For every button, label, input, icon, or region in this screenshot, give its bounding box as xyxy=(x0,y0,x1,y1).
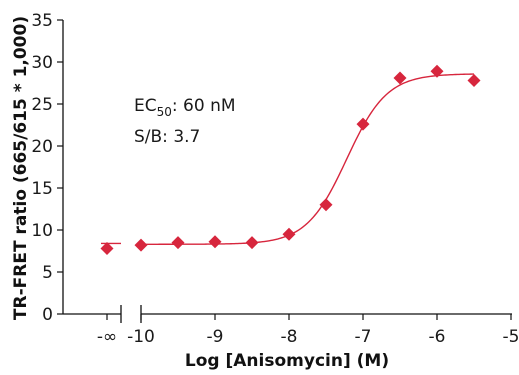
y-tick-label: 25 xyxy=(31,95,53,115)
x-tick-label-zero-dose: -∞ xyxy=(97,327,117,347)
x-tick-label: -8 xyxy=(281,327,298,347)
x-tick-label: -6 xyxy=(429,327,446,347)
x-tick-label: -7 xyxy=(355,327,372,347)
x-tick-label: -5 xyxy=(503,327,519,347)
data-point xyxy=(245,236,259,250)
data-point xyxy=(282,227,296,241)
y-tick-label: 0 xyxy=(42,305,53,325)
y-tick-label: 15 xyxy=(31,179,53,199)
data-points xyxy=(100,64,481,255)
data-point xyxy=(356,117,370,131)
ec50-prefix: EC xyxy=(134,96,157,116)
data-point xyxy=(393,71,407,85)
annotation-sb: S/B: 3.7 xyxy=(134,127,200,147)
y-tick-label: 20 xyxy=(31,137,53,157)
x-axis-ticks: -∞ -10 -9 -8 -7 -6 -5 xyxy=(97,314,519,347)
y-axis-title: TR-FRET ratio (665/615 * 1,000) xyxy=(11,16,31,320)
data-point xyxy=(208,235,222,249)
fit-curve xyxy=(141,73,475,245)
x-tick-label: -9 xyxy=(207,327,224,347)
y-axis-ticks: 0 5 10 15 20 25 30 35 xyxy=(31,11,63,325)
data-point xyxy=(319,198,333,212)
data-point xyxy=(134,238,148,252)
y-tick-label: 35 xyxy=(31,11,53,31)
fit-curve-group xyxy=(101,73,475,245)
x-tick-label: -10 xyxy=(127,327,155,347)
annotation-ec50: EC50: 60 nM xyxy=(134,96,236,119)
x-axis-title: Log [Anisomycin] (M) xyxy=(185,351,389,371)
data-point xyxy=(430,64,444,78)
data-point xyxy=(467,73,481,87)
ec50-subscript: 50 xyxy=(157,105,172,119)
y-tick-label: 10 xyxy=(31,221,53,241)
axes xyxy=(62,20,512,323)
data-point-zero-dose xyxy=(100,241,114,255)
data-point xyxy=(171,236,185,250)
ec50-value: : 60 nM xyxy=(172,96,236,116)
y-tick-label: 30 xyxy=(31,53,53,73)
y-tick-label: 5 xyxy=(42,263,53,283)
